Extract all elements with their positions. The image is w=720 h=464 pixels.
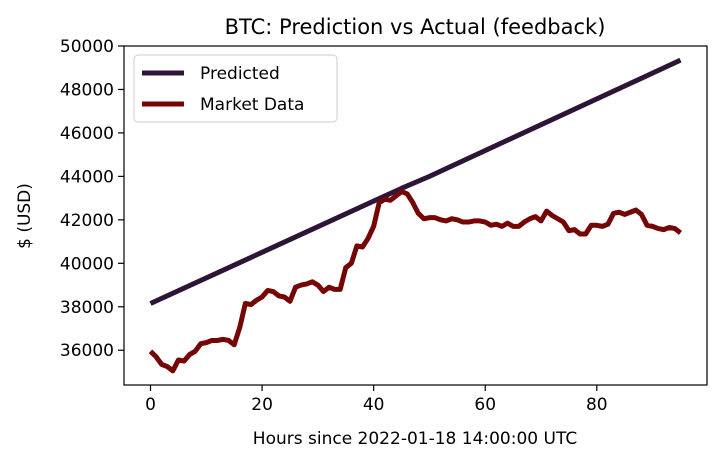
x-tick-label: 40 [363, 395, 385, 415]
y-tick-label: 38000 [60, 298, 114, 318]
x-tick-label: 60 [474, 395, 496, 415]
legend-box [133, 54, 338, 123]
y-tick-label: 44000 [60, 167, 114, 187]
y-tick-label: 42000 [60, 211, 114, 231]
x-tick-label: 80 [586, 395, 608, 415]
legend-label-market-data: Market Data [200, 95, 304, 115]
legend-label-predicted: Predicted [200, 64, 280, 84]
y-axis-ticks: 36000 38000 40000 42000 44000 46000 48000 50000 [60, 37, 124, 361]
y-tick-label: 48000 [60, 80, 114, 100]
market-data-line [148, 189, 683, 374]
y-tick-label: 36000 [60, 341, 114, 361]
plot-lines [148, 57, 683, 374]
plot-frame [123, 45, 708, 386]
x-axis-label: Hours since 2022-01-18 14:00:00 UTC [253, 429, 577, 449]
y-tick-label: 50000 [60, 37, 114, 57]
y-axis-label: $ (USD) [15, 183, 35, 249]
x-tick-label: 0 [145, 395, 156, 415]
y-tick-label: 46000 [60, 124, 114, 144]
predicted-line [149, 57, 682, 306]
y-tick-label: 40000 [60, 254, 114, 274]
x-tick-label: 20 [251, 395, 273, 415]
legend: Predicted Market Data [133, 54, 338, 123]
x-axis-ticks: 0 20 40 60 80 [145, 385, 608, 415]
chart-title: BTC: Prediction vs Actual (feedback) [225, 15, 606, 39]
